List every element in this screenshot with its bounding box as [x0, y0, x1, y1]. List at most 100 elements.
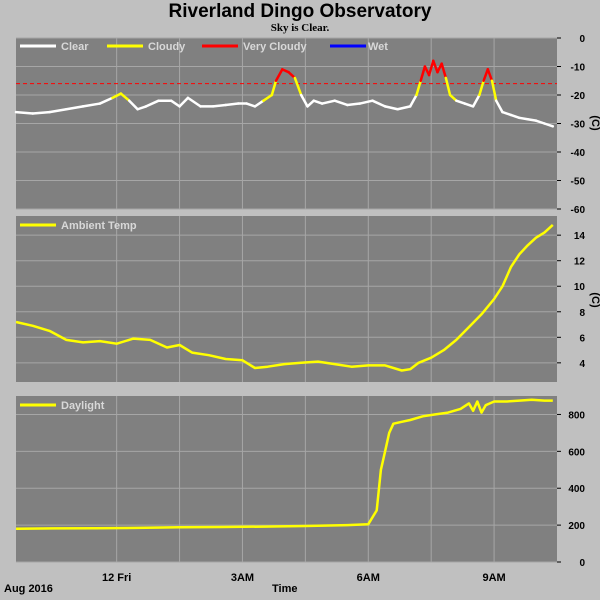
x-axis-title: Time — [272, 583, 298, 595]
sky-series-segment — [81, 102, 102, 108]
y-tick-label: 400 — [568, 484, 585, 495]
sky-series-segment — [312, 99, 324, 105]
sky-series-segment — [419, 65, 427, 82]
y-tick-label: -60 — [571, 205, 586, 216]
sky-series-segment — [320, 99, 336, 105]
sky-series-segment — [371, 99, 387, 108]
y-tick-label: -10 — [571, 63, 586, 74]
sky-series-segment — [270, 79, 278, 97]
legend-label-cloudy: Cloudy — [148, 41, 186, 53]
y-tick-label: -40 — [571, 148, 586, 159]
sky-series-segment — [440, 62, 448, 80]
sky-series-segment — [186, 96, 202, 108]
sky-series-segment — [144, 99, 160, 108]
sky-series-segment — [333, 99, 349, 107]
sky-series-segment — [415, 79, 422, 97]
sky-series-segment — [494, 99, 504, 114]
sky-series-segment — [262, 93, 274, 102]
ambient-series — [15, 223, 554, 372]
sky-series-segment — [136, 105, 148, 111]
y-tick-label: 14 — [574, 231, 586, 242]
month-label: Aug 2016 — [4, 583, 53, 595]
sky-series-segment — [526, 117, 538, 122]
sky-series-segment — [463, 102, 475, 108]
ambient-grid — [16, 216, 557, 382]
y-tick-label: 0 — [579, 34, 585, 45]
sky-y-ticks: 0 -10 -20 -30 -40 -50 -60 — [557, 34, 585, 216]
sky-series-segment — [490, 79, 498, 102]
y-tick-label: 4 — [579, 359, 585, 370]
daylight-plot-area — [16, 396, 557, 562]
sky-series-segment — [455, 99, 466, 105]
sky-series-segment — [14, 110, 35, 115]
sky-status: Sky is Clear. — [270, 22, 330, 34]
sky-series-segment — [211, 103, 227, 108]
sky-temperature-panel: 0 -10 -20 -30 -40 -50 -60 (C) Clear Cloudy Ver… — [14, 34, 600, 216]
legend-label-wet: Wet — [368, 41, 388, 53]
y-tick-label: -20 — [571, 91, 586, 102]
sky-series-segment — [501, 110, 513, 117]
sky-series-segment — [408, 93, 418, 108]
y-tick-label: 6 — [579, 333, 585, 344]
x-tick-label: 12 Fri — [102, 572, 131, 584]
daylight-series-line — [15, 398, 553, 531]
sky-series-segment — [169, 99, 181, 108]
sky-series-segment — [48, 108, 68, 114]
x-tick-label: 6AM — [357, 572, 380, 584]
sky-series-segment — [178, 96, 190, 108]
sky-legend: Clear Cloudy Very Cloudy Wet — [20, 41, 388, 53]
sky-series-segment — [306, 99, 316, 108]
sky-series-segment — [358, 99, 374, 105]
sky-series-segment — [383, 105, 399, 111]
sky-series-segment — [482, 68, 490, 82]
ambient-plot-area — [16, 216, 557, 382]
sky-series-segment — [31, 110, 51, 115]
sky-series-segment — [245, 102, 257, 108]
legend-label-very-cloudy: Very Cloudy — [243, 41, 307, 53]
sky-series-segment — [518, 116, 529, 121]
y-tick-label: -30 — [571, 120, 586, 131]
ambient-y-axis-label: (C) — [589, 292, 600, 308]
sky-series-segment — [274, 68, 284, 82]
sky-series-segment — [543, 122, 555, 128]
daylight-panel: 0 200 400 600 800 Daylight — [15, 396, 585, 569]
legend-label-clear: Clear — [61, 41, 89, 53]
daylight-grid — [16, 396, 557, 563]
sky-series-segment — [396, 105, 412, 111]
sky-series-segment — [293, 76, 303, 97]
sky-series-segment — [509, 113, 521, 120]
legend-label-ambient: Ambient Temp — [61, 220, 137, 232]
sky-series-segment — [299, 93, 309, 108]
sky-series-segment — [471, 93, 481, 108]
sky-series-segment — [253, 99, 265, 108]
daylight-legend: Daylight — [20, 400, 105, 412]
sky-series-segment — [427, 59, 435, 77]
sky-series — [14, 59, 555, 128]
sky-series-segment — [486, 68, 494, 82]
sky-series-segment — [224, 102, 240, 107]
daylight-y-ticks: 0 200 400 600 800 — [557, 410, 585, 569]
sky-series-segment — [346, 102, 362, 107]
y-tick-label: 10 — [574, 282, 586, 293]
x-tick-label: 3AM — [231, 572, 254, 584]
x-axis-tick-labels: 12 Fri 3AM 6AM 9AM — [102, 572, 506, 584]
sky-series-segment — [448, 93, 458, 102]
sky-y-axis-label: (C) — [589, 115, 600, 131]
sky-series-segment — [534, 119, 546, 125]
ambient-temperature-panel: 4 6 8 10 12 14 (C) Ambient Temp — [15, 216, 600, 382]
sky-series-segment — [478, 79, 485, 97]
sky-series-segment — [127, 99, 139, 111]
y-tick-label: 600 — [568, 447, 585, 458]
y-tick-label: -50 — [571, 177, 586, 188]
legend-label-daylight: Daylight — [61, 400, 105, 412]
y-tick-label: 0 — [579, 558, 585, 569]
ambient-legend: Ambient Temp — [20, 220, 137, 232]
sky-series-segment — [111, 92, 123, 100]
ambient-series-line — [15, 223, 554, 372]
sky-series-segment — [444, 76, 452, 97]
sky-series-segment — [432, 59, 439, 74]
sky-series-segment — [98, 96, 114, 105]
y-tick-label: 8 — [579, 308, 585, 319]
sky-series-segment — [287, 70, 297, 80]
